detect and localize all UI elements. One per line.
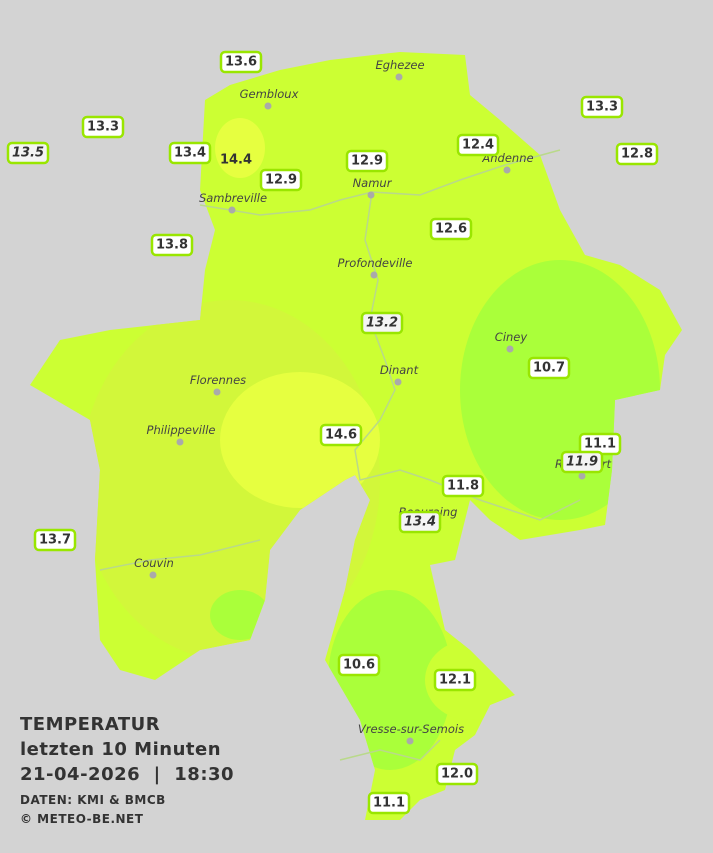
station-box [398,510,442,534]
station-value: 13.4 [404,515,436,530]
station-value: 12.9 [265,173,297,188]
station-box [527,356,571,380]
legend-copyright: © METEO-BE.NET [20,812,144,826]
legend-source: DATEN: KMI & BMCB [20,793,166,807]
city-dot [406,737,414,745]
city-dot [578,472,586,480]
station-box [168,141,212,165]
station-value: 12.1 [439,673,471,688]
station-value: 14.6 [325,428,357,443]
station-value: 12.4 [462,138,494,153]
station-box [456,133,500,157]
city-label: Couvin [134,556,174,570]
station-value: 13.2 [366,316,398,331]
station-value: 12.0 [441,767,473,782]
station-value: 13.7 [39,533,71,548]
station-value: 12.6 [435,222,467,237]
station-value: 13.8 [156,238,188,253]
cities: EghezeeGemblouxSambrevilleNamurAndennePr… [134,58,612,745]
river [99,539,261,571]
station-value: 14.4 [220,153,252,168]
city-label: Florennes [190,373,246,387]
city-label: Eghezee [375,58,424,72]
station-value: 10.6 [343,658,375,673]
station-value: 11.8 [447,479,479,494]
station-box [433,668,477,692]
city-dot [149,571,157,579]
legend-subtitle: letzten 10 Minuten [20,739,221,760]
station-value: 12.9 [351,154,383,169]
station-value: 13.5 [12,146,44,161]
station-box [615,142,659,166]
city-dot [370,271,378,279]
city-dot [176,438,184,446]
stations: 13.6 13.3 13.5 13.4 14.4 12.9 12.9 12.4 13.3 12.8… [6,50,659,815]
station-value: 11.9 [566,455,598,470]
city-dot [503,166,511,174]
city-label: Gembloux [240,87,299,101]
city-label: Philippeville [147,423,216,437]
city-dot [213,388,221,396]
station-box [560,450,604,474]
city-dot [395,73,403,81]
legend-datetime: 21-04-2026 | 18:30 [20,764,234,785]
station-box [319,423,363,447]
city-label: Sambreville [199,191,267,205]
station-box [219,50,263,74]
station-value: 13.6 [225,55,257,70]
station-box [367,791,411,815]
station-box [6,141,50,165]
city-label: Dinant [380,363,419,377]
city-label: Vresse-sur-Semois [358,722,464,736]
station-value: 12.8 [621,147,653,162]
station-box [429,217,473,241]
river [339,739,441,761]
station-value: 10.7 [533,361,565,376]
station-box [345,149,389,173]
city-dot [394,378,402,386]
station-box [360,311,404,335]
zone [220,372,380,508]
station-box [81,115,125,139]
station-box [580,95,624,119]
station-box [337,653,381,677]
zone [215,118,265,178]
city-label: Ciney [495,330,528,344]
station-box [150,233,194,257]
city-label: Profondeville [338,256,413,270]
city-dot [228,206,236,214]
station-value: 13.3 [87,120,119,135]
station-box [259,168,303,192]
city-dot [506,345,514,353]
city-dot [264,102,272,110]
city-label: Namur [353,176,393,190]
legend: TEMPERATUR letzten 10 Minuten 21-04-2026… [20,714,234,826]
city-dot [367,191,375,199]
station-value: 13.4 [174,146,206,161]
station-box [33,528,77,552]
station-value: 11.1 [584,437,616,452]
station-box [435,762,479,786]
station-value: 11.1 [373,796,405,811]
station-box [441,474,485,498]
legend-title: TEMPERATUR [20,714,160,735]
station-value: 13.3 [586,100,618,115]
